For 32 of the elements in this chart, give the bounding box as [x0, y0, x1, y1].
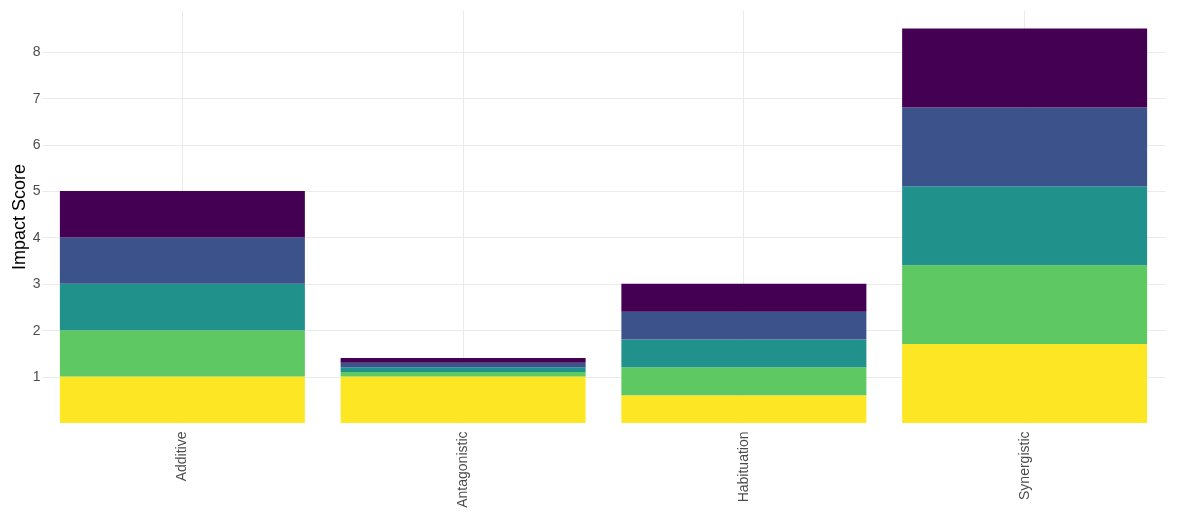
- bar: [59, 190, 305, 238]
- bar: [340, 371, 586, 377]
- bar: [59, 376, 305, 423]
- bar: [621, 395, 867, 423]
- bar: [621, 367, 867, 396]
- y-axis-title: Impact Score: [8, 163, 29, 271]
- x-tick-label: Synergistic: [1015, 431, 1032, 500]
- bar: [340, 376, 586, 423]
- bar: [902, 107, 1148, 187]
- bar: [340, 367, 586, 372]
- y-tick-label: 5: [32, 182, 41, 199]
- bar: [902, 28, 1148, 108]
- bar: [621, 283, 867, 312]
- y-tick-label: 6: [32, 136, 41, 153]
- bar: [59, 237, 305, 284]
- bar: [902, 344, 1148, 423]
- bar: [902, 186, 1148, 266]
- y-tick-label: 7: [32, 89, 41, 106]
- bar: [621, 311, 867, 340]
- bar: [59, 330, 305, 377]
- y-tick-label: 4: [32, 228, 41, 245]
- bar: [59, 283, 305, 331]
- y-tick-label: 2: [32, 321, 41, 338]
- y-tick-label: 1: [32, 368, 41, 385]
- bar: [902, 265, 1148, 345]
- y-tick-label: 3: [32, 275, 41, 292]
- bar: [340, 358, 586, 363]
- x-tick-label: Additive: [173, 431, 190, 482]
- y-tick-label: 8: [32, 43, 41, 60]
- bar: [621, 339, 867, 368]
- x-tick-label: Antagonistic: [454, 431, 471, 508]
- x-tick-label: Habituation: [734, 431, 751, 503]
